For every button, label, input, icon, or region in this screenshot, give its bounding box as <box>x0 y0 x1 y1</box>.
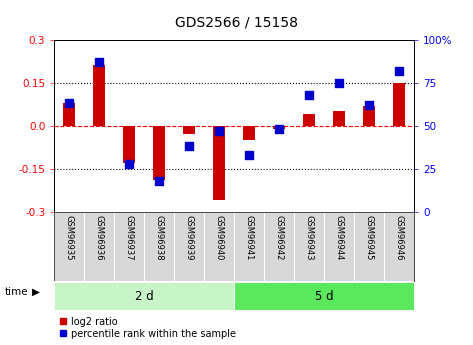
Bar <box>384 212 414 281</box>
Text: time: time <box>5 287 28 296</box>
Text: GSM96946: GSM96946 <box>394 215 403 261</box>
Bar <box>363 106 375 126</box>
Point <box>215 128 223 134</box>
Bar <box>234 212 264 281</box>
Text: GSM96943: GSM96943 <box>305 215 314 261</box>
Bar <box>144 212 174 281</box>
Bar <box>174 212 204 281</box>
Bar <box>123 126 135 163</box>
Bar <box>354 212 384 281</box>
Text: GSM96935: GSM96935 <box>65 215 74 261</box>
Point <box>66 101 73 106</box>
Bar <box>333 111 345 126</box>
Bar <box>264 212 294 281</box>
Text: 2 d: 2 d <box>135 290 154 303</box>
Bar <box>234 282 414 310</box>
Text: GSM96937: GSM96937 <box>125 215 134 261</box>
Bar <box>324 212 354 281</box>
Bar <box>114 212 144 281</box>
Text: ▶: ▶ <box>32 287 40 296</box>
Bar <box>54 212 84 281</box>
Bar <box>153 126 165 180</box>
Bar <box>63 103 75 126</box>
Text: GSM96945: GSM96945 <box>364 215 374 260</box>
Bar <box>273 126 285 129</box>
Legend: log2 ratio, percentile rank within the sample: log2 ratio, percentile rank within the s… <box>59 317 236 339</box>
Bar <box>393 83 405 126</box>
Bar <box>303 114 315 126</box>
Text: GSM96939: GSM96939 <box>184 215 194 261</box>
Bar <box>213 126 225 200</box>
Point <box>335 80 343 86</box>
Bar <box>204 212 234 281</box>
Text: GSM96942: GSM96942 <box>274 215 284 260</box>
Point <box>395 68 403 73</box>
Text: 5 d: 5 d <box>315 290 333 303</box>
Bar <box>84 212 114 281</box>
Point <box>245 152 253 158</box>
Point <box>365 102 373 108</box>
Text: GSM96940: GSM96940 <box>215 215 224 260</box>
Point <box>275 126 283 132</box>
Point <box>305 92 313 98</box>
Bar <box>93 66 105 126</box>
Text: GSM96941: GSM96941 <box>245 215 254 260</box>
Point <box>125 161 133 166</box>
Point <box>96 59 103 65</box>
Text: GDS2566 / 15158: GDS2566 / 15158 <box>175 16 298 30</box>
Point <box>185 144 193 149</box>
Text: GSM96938: GSM96938 <box>155 215 164 261</box>
Bar <box>294 212 324 281</box>
Text: GSM96936: GSM96936 <box>95 215 104 261</box>
Text: GSM96944: GSM96944 <box>334 215 343 260</box>
Point <box>156 178 163 184</box>
Bar <box>54 282 234 310</box>
Bar <box>183 126 195 134</box>
Bar <box>243 126 255 140</box>
